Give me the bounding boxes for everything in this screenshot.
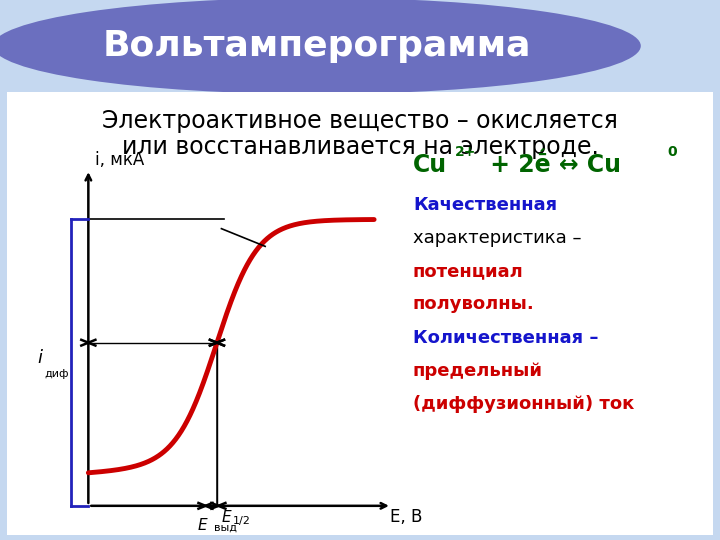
Text: характеристика –: характеристика –	[413, 229, 582, 247]
Text: Вольтамперограмма: Вольтамперограмма	[102, 29, 531, 63]
Ellipse shape	[0, 0, 641, 94]
Text: + 2ḗ ↔ Cu: + 2ḗ ↔ Cu	[482, 153, 621, 177]
Text: 1/2: 1/2	[233, 516, 251, 525]
Text: E: E	[221, 510, 231, 525]
Text: i: i	[37, 349, 42, 367]
Text: или восстанавливается на электроде.: или восстанавливается на электроде.	[122, 135, 598, 159]
Text: 0: 0	[667, 145, 677, 159]
Text: 2+: 2+	[455, 145, 477, 159]
Text: E: E	[197, 518, 207, 533]
Text: полуволны.: полуволны.	[413, 295, 535, 313]
Text: диф: диф	[44, 369, 68, 379]
Text: i, мкА: i, мкА	[95, 151, 145, 170]
Text: (диффузионный) ток: (диффузионный) ток	[413, 395, 634, 413]
Text: Электроактивное вещество – окисляется: Электроактивное вещество – окисляется	[102, 109, 618, 133]
Text: Cu: Cu	[413, 153, 447, 177]
Text: Количественная –: Количественная –	[413, 328, 598, 347]
Text: E, В: E, В	[390, 508, 422, 526]
Text: Качественная: Качественная	[413, 195, 557, 214]
Text: выд: выд	[214, 523, 237, 532]
Text: потенциал: потенциал	[413, 262, 523, 280]
Text: предельный: предельный	[413, 362, 543, 380]
FancyBboxPatch shape	[0, 85, 720, 540]
